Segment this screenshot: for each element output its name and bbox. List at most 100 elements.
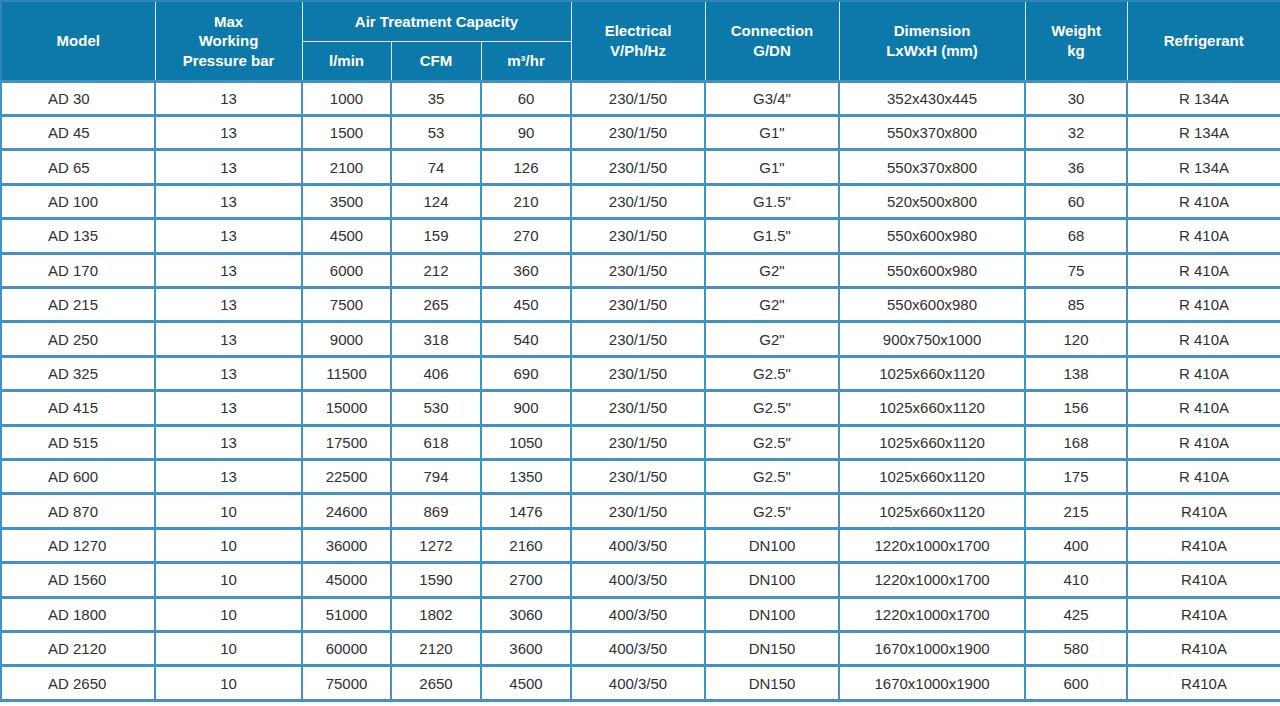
cell-electrical: 230/1/50 (571, 391, 705, 425)
cell-cfm: 159 (391, 219, 481, 253)
cell-dimension: 900x750x1000 (839, 322, 1025, 356)
cell-lmin: 17500 (302, 425, 391, 459)
cell-lmin: 4500 (302, 219, 391, 253)
cell-model: AD 1560 (1, 563, 155, 597)
col-header-weight: Weight kg (1025, 1, 1127, 81)
cell-electrical: 230/1/50 (571, 150, 705, 184)
cell-connection: G2.5" (705, 494, 839, 528)
cell-connection: G1.5" (705, 219, 839, 253)
cell-cfm: 1802 (391, 597, 481, 631)
col-header-dimension: Dimension LxWxH (mm) (839, 1, 1025, 81)
cell-model: AD 170 (1, 253, 155, 287)
cell-lmin: 3500 (302, 184, 391, 218)
cell-m3hr: 60 (481, 81, 571, 115)
table-body: AD 30 13 1000 35 60 230/1/50 G3/4" 352x4… (1, 81, 1280, 701)
cell-refrigerant: R 410A (1127, 287, 1280, 321)
cell-lmin: 2100 (302, 150, 391, 184)
cell-refrigerant: R410A (1127, 494, 1280, 528)
cell-refrigerant: R 410A (1127, 322, 1280, 356)
cell-max-pressure: 13 (155, 253, 302, 287)
table-row: AD 600 13 22500 794 1350 230/1/50 G2.5" … (1, 459, 1280, 493)
cell-weight: 36 (1025, 150, 1127, 184)
cell-connection: G2.5" (705, 356, 839, 390)
col-header-connection: Connection G/DN (705, 1, 839, 81)
cell-dimension: 550x370x800 (839, 150, 1025, 184)
table-row: AD 515 13 17500 618 1050 230/1/50 G2.5" … (1, 425, 1280, 459)
cell-electrical: 230/1/50 (571, 219, 705, 253)
cell-model: AD 250 (1, 322, 155, 356)
cell-electrical: 230/1/50 (571, 322, 705, 356)
cell-cfm: 265 (391, 287, 481, 321)
cell-weight: 425 (1025, 597, 1127, 631)
table-row: AD 30 13 1000 35 60 230/1/50 G3/4" 352x4… (1, 81, 1280, 115)
cell-refrigerant: R410A (1127, 666, 1280, 701)
cell-refrigerant: R 410A (1127, 219, 1280, 253)
cell-weight: 75 (1025, 253, 1127, 287)
cell-weight: 68 (1025, 219, 1127, 253)
cell-dimension: 1025x660x1120 (839, 356, 1025, 390)
cell-weight: 32 (1025, 115, 1127, 149)
col-header-air-treatment-capacity: Air Treatment Capacity (302, 1, 571, 41)
cell-cfm: 1590 (391, 563, 481, 597)
cell-model: AD 135 (1, 219, 155, 253)
table-row: AD 2120 10 60000 2120 3600 400/3/50 DN15… (1, 632, 1280, 666)
table-row: AD 415 13 15000 530 900 230/1/50 G2.5" 1… (1, 391, 1280, 425)
cell-lmin: 15000 (302, 391, 391, 425)
table-row: AD 2650 10 75000 2650 4500 400/3/50 DN15… (1, 666, 1280, 701)
cell-lmin: 7500 (302, 287, 391, 321)
cell-m3hr: 540 (481, 322, 571, 356)
cell-electrical: 400/3/50 (571, 597, 705, 631)
cell-refrigerant: R 410A (1127, 391, 1280, 425)
cell-weight: 85 (1025, 287, 1127, 321)
cell-lmin: 60000 (302, 632, 391, 666)
cell-lmin: 11500 (302, 356, 391, 390)
cell-dimension: 520x500x800 (839, 184, 1025, 218)
col-header-m3hr: m³/hr (481, 41, 571, 81)
cell-dimension: 1025x660x1120 (839, 459, 1025, 493)
cell-connection: G2" (705, 287, 839, 321)
cell-refrigerant: R410A (1127, 528, 1280, 562)
cell-connection: G1" (705, 150, 839, 184)
cell-model: AD 215 (1, 287, 155, 321)
cell-cfm: 212 (391, 253, 481, 287)
cell-m3hr: 450 (481, 287, 571, 321)
cell-max-pressure: 10 (155, 597, 302, 631)
cell-refrigerant: R 410A (1127, 425, 1280, 459)
col-header-lmin: l/min (302, 41, 391, 81)
header-row-top: Model Max Working Pressure bar Air Treat… (1, 1, 1280, 41)
cell-weight: 215 (1025, 494, 1127, 528)
cell-dimension: 1220x1000x1700 (839, 563, 1025, 597)
cell-m3hr: 4500 (481, 666, 571, 701)
cell-cfm: 794 (391, 459, 481, 493)
col-header-model: Model (1, 1, 155, 81)
cell-max-pressure: 13 (155, 150, 302, 184)
cell-refrigerant: R 410A (1127, 459, 1280, 493)
cell-dimension: 1025x660x1120 (839, 425, 1025, 459)
cell-model: AD 1270 (1, 528, 155, 562)
table-row: AD 325 13 11500 406 690 230/1/50 G2.5" 1… (1, 356, 1280, 390)
cell-m3hr: 90 (481, 115, 571, 149)
cell-m3hr: 2700 (481, 563, 571, 597)
col-header-electrical: Electrical V/Ph/Hz (571, 1, 705, 81)
cell-refrigerant: R410A (1127, 563, 1280, 597)
cell-lmin: 22500 (302, 459, 391, 493)
cell-lmin: 45000 (302, 563, 391, 597)
cell-electrical: 230/1/50 (571, 494, 705, 528)
cell-weight: 175 (1025, 459, 1127, 493)
cell-connection: G3/4" (705, 81, 839, 115)
cell-weight: 168 (1025, 425, 1127, 459)
cell-electrical: 230/1/50 (571, 115, 705, 149)
cell-max-pressure: 10 (155, 666, 302, 701)
cell-model: AD 65 (1, 150, 155, 184)
cell-max-pressure: 10 (155, 494, 302, 528)
cell-refrigerant: R 134A (1127, 81, 1280, 115)
table-row: AD 870 10 24600 869 1476 230/1/50 G2.5" … (1, 494, 1280, 528)
cell-model: AD 45 (1, 115, 155, 149)
cell-lmin: 36000 (302, 528, 391, 562)
cell-m3hr: 3060 (481, 597, 571, 631)
cell-connection: G2" (705, 253, 839, 287)
cell-refrigerant: R410A (1127, 597, 1280, 631)
cell-cfm: 2120 (391, 632, 481, 666)
table-row: AD 170 13 6000 212 360 230/1/50 G2" 550x… (1, 253, 1280, 287)
cell-max-pressure: 10 (155, 563, 302, 597)
